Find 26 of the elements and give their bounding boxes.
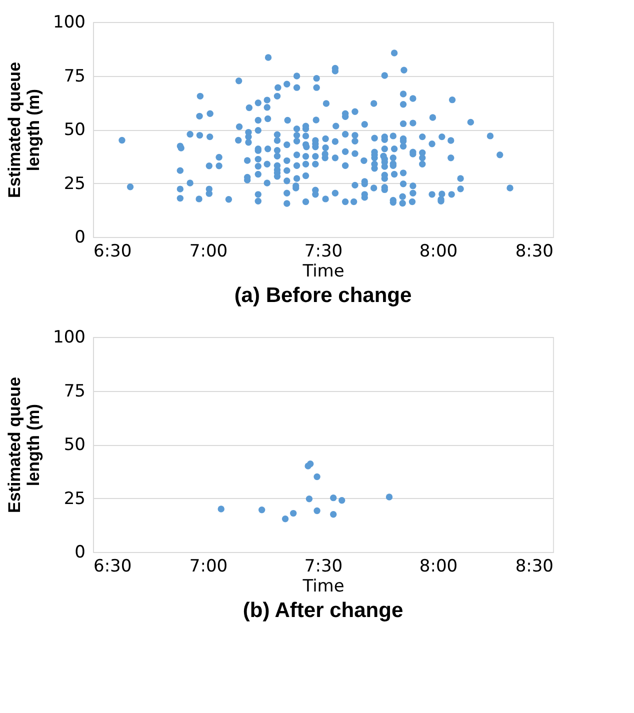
x-tick-label: 7:30 (304, 556, 343, 576)
y-tick-label: 25 (64, 174, 86, 194)
text: (a) Before change (234, 284, 412, 307)
y-tick-label: 0 (74, 542, 86, 562)
x-axis-title: Time (302, 262, 344, 282)
y-tick-label: 0 (74, 228, 86, 248)
x-tick-label: 7:00 (189, 242, 228, 262)
y-tick-label: 50 (64, 120, 86, 140)
y-axis-title: Estimated queue length (m) (5, 62, 44, 198)
x-tick-label: 8:30 (515, 556, 554, 576)
x-tick-label: 7:00 (189, 556, 228, 576)
y-axis-title: Estimated queue length (m) (5, 376, 44, 514)
y-tick-label: 100 (53, 12, 86, 32)
x-tick-label: 8:00 (419, 242, 458, 262)
y-tick-label: 100 (53, 328, 86, 348)
y-tick-label: 75 (64, 381, 86, 402)
x-tick-label: 6:30 (94, 242, 132, 262)
x-tick-label: 6:30 (94, 556, 132, 576)
y-tick-label: 25 (64, 488, 86, 509)
x-tick-label: 7:30 (304, 242, 343, 262)
x-tick-label: 8:00 (419, 556, 458, 576)
text: (b) After change (242, 599, 404, 622)
y-tick-label: 75 (64, 66, 86, 86)
y-tick-label: 50 (64, 435, 86, 455)
x-axis-title: Time (302, 576, 344, 596)
x-tick-label: 8:30 (515, 242, 554, 262)
